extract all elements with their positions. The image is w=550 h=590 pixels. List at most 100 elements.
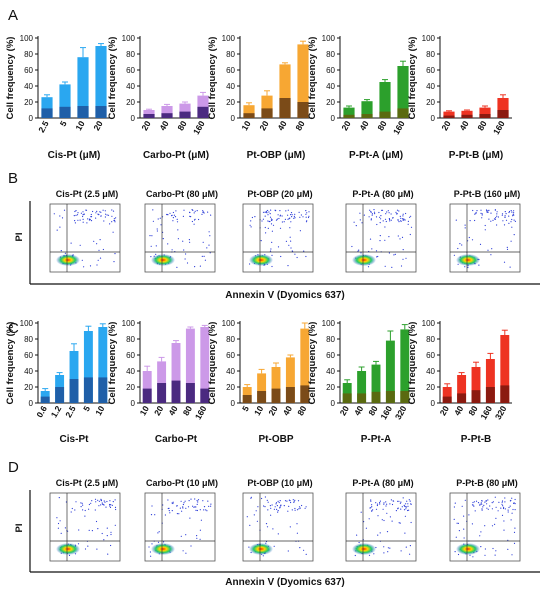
flow-event bbox=[481, 213, 483, 215]
flow-event bbox=[494, 209, 496, 211]
flow-event bbox=[370, 211, 372, 213]
flow-event bbox=[481, 508, 483, 510]
flow-event bbox=[463, 537, 465, 539]
flow-event bbox=[89, 265, 92, 267]
x-tick-label: 5 bbox=[81, 404, 92, 413]
flow-event bbox=[477, 502, 480, 504]
flow-event bbox=[457, 247, 459, 250]
y-tick-label: 0 bbox=[29, 399, 34, 408]
flow-event bbox=[150, 555, 152, 557]
flow-event bbox=[471, 523, 473, 525]
flow-event bbox=[73, 215, 75, 217]
flow-event bbox=[291, 509, 293, 511]
flow-event bbox=[384, 239, 386, 241]
flow-event bbox=[275, 502, 278, 504]
flow-event bbox=[298, 506, 301, 508]
x-axis-label: Cis-Pt (μM) bbox=[48, 150, 101, 161]
flow-event bbox=[272, 528, 274, 530]
flow-event bbox=[455, 219, 457, 221]
flow-event bbox=[275, 503, 277, 505]
flow-event bbox=[279, 500, 281, 502]
flow-event bbox=[190, 545, 192, 547]
flow-event bbox=[201, 213, 203, 215]
flow-event bbox=[501, 213, 504, 215]
flow-event bbox=[300, 214, 302, 216]
bar-total bbox=[297, 44, 309, 118]
flow-event bbox=[111, 209, 113, 211]
flow-event bbox=[383, 503, 385, 505]
flow-event bbox=[379, 240, 381, 242]
flow-event bbox=[185, 534, 187, 536]
flow-event bbox=[180, 535, 182, 537]
flow-event bbox=[101, 502, 103, 504]
flow-event bbox=[388, 212, 390, 214]
flow-event bbox=[257, 506, 259, 508]
flow-event bbox=[495, 217, 497, 219]
flow-plot: Pt-OBP (20 μM) bbox=[242, 189, 314, 273]
flow-event bbox=[163, 541, 165, 543]
flow-event bbox=[369, 238, 372, 240]
flow-event bbox=[287, 218, 289, 220]
flow-event bbox=[354, 554, 356, 557]
y-tick-label: 100 bbox=[422, 34, 436, 43]
flow-event bbox=[97, 499, 99, 501]
flow-event bbox=[494, 523, 496, 526]
flow-event bbox=[409, 500, 411, 502]
flow-event bbox=[404, 219, 406, 221]
flow-event bbox=[265, 210, 267, 212]
flow-event bbox=[202, 211, 205, 213]
flow-event bbox=[453, 518, 455, 521]
flow-event bbox=[168, 510, 170, 512]
flow-event bbox=[248, 546, 250, 548]
flow-event bbox=[209, 252, 211, 254]
flow-event bbox=[480, 502, 482, 504]
flow-event bbox=[405, 546, 407, 548]
flow-event bbox=[266, 526, 269, 528]
flow-event bbox=[110, 504, 112, 506]
flow-event bbox=[76, 214, 79, 216]
flow-event bbox=[485, 500, 487, 502]
flow-event bbox=[296, 532, 298, 534]
flow-event bbox=[199, 529, 201, 531]
flow-event bbox=[397, 508, 399, 510]
flow-plot: P-Pt-B (160 μM) bbox=[449, 189, 521, 273]
flow-event bbox=[64, 252, 66, 254]
flow-event bbox=[479, 243, 482, 245]
flow-event bbox=[291, 214, 293, 216]
bar-segment bbox=[500, 385, 510, 403]
flow-event bbox=[204, 259, 206, 261]
flow-event bbox=[457, 263, 459, 265]
flow-event bbox=[203, 509, 205, 511]
flow-event bbox=[210, 214, 212, 216]
flow-event bbox=[296, 509, 299, 511]
flow-event bbox=[172, 501, 174, 503]
flow-event bbox=[57, 527, 60, 529]
flow-event bbox=[506, 246, 508, 248]
flow-event bbox=[475, 211, 477, 214]
flow-event bbox=[263, 505, 265, 507]
flow-event bbox=[196, 503, 198, 505]
bar-segment bbox=[371, 391, 381, 403]
flow-event bbox=[474, 510, 476, 512]
flow-event bbox=[461, 505, 463, 507]
flow-event bbox=[459, 243, 461, 245]
bar-total bbox=[479, 107, 491, 118]
flow-event bbox=[160, 224, 162, 226]
flow-event bbox=[194, 266, 196, 268]
flow-event bbox=[293, 501, 295, 503]
y-axis-label: Cell frequency (%) bbox=[407, 37, 418, 120]
bar-total bbox=[185, 328, 195, 403]
flow-event bbox=[262, 555, 264, 557]
flow-event bbox=[379, 216, 381, 218]
y-tick-label: 40 bbox=[326, 367, 335, 376]
bar-total bbox=[83, 331, 93, 403]
flow-event bbox=[82, 509, 84, 511]
flow-event bbox=[507, 511, 509, 513]
flow-event bbox=[186, 262, 189, 264]
flow-event bbox=[308, 215, 310, 217]
bar-segment bbox=[143, 114, 155, 118]
y-tick-label: 60 bbox=[226, 351, 235, 360]
flow-event bbox=[480, 209, 482, 211]
flow-event bbox=[256, 520, 258, 522]
